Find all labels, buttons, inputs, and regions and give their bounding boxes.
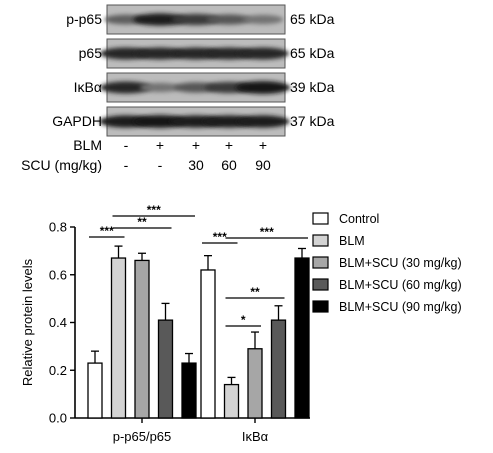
blot-band bbox=[171, 13, 221, 26]
treatment-label: BLM bbox=[73, 137, 102, 153]
legend-label: BLM+SCU (90 mg/kg) bbox=[339, 300, 462, 314]
bar bbox=[223, 383, 240, 419]
significance-label: *** bbox=[213, 230, 227, 244]
y-tick-label: 0.4 bbox=[49, 315, 67, 330]
treatment-value: 30 bbox=[188, 157, 204, 173]
blot-band bbox=[133, 13, 187, 26]
legend-swatch bbox=[312, 278, 329, 291]
bar bbox=[294, 257, 310, 419]
blot-row-label: GAPDH bbox=[52, 113, 102, 129]
blot-row-label: IκBα bbox=[74, 79, 102, 95]
blot-band bbox=[139, 82, 181, 93]
bar bbox=[247, 348, 263, 419]
treatment-label: SCU (mg/kg) bbox=[21, 157, 102, 173]
y-tick-label: 0.6 bbox=[49, 267, 67, 282]
treatment-value: 60 bbox=[221, 157, 237, 173]
legend-swatch bbox=[312, 234, 329, 247]
blot-band bbox=[235, 81, 291, 94]
molecular-weight-label: 39 kDa bbox=[290, 79, 335, 95]
blot-band bbox=[134, 47, 186, 60]
bar bbox=[157, 319, 174, 419]
legend-label: BLM+SCU (60 mg/kg) bbox=[339, 278, 462, 292]
significance-label: ** bbox=[250, 285, 260, 299]
significance-label: *** bbox=[147, 203, 161, 217]
y-axis-label: Relative protein levels bbox=[20, 258, 35, 386]
treatment-value: + bbox=[225, 137, 233, 153]
bar bbox=[134, 259, 150, 419]
bar bbox=[270, 319, 287, 419]
legend-swatch bbox=[312, 300, 329, 313]
bar-chart: 0.0 0.2 0.4 0.6 0.8 Relative protein levels p-… bbox=[20, 203, 462, 444]
blot-band bbox=[242, 14, 284, 25]
blot-band bbox=[237, 47, 289, 60]
bar bbox=[181, 362, 197, 419]
significance-label: *** bbox=[100, 224, 114, 238]
significance-label: ** bbox=[137, 215, 147, 229]
treatment-value: + bbox=[192, 137, 200, 153]
western-blot-panel: p-p65 65 kDa p65 65 kDa IκBα 39 kDa GAPDH 37 kD… bbox=[21, 4, 335, 173]
treatment-value: - bbox=[158, 157, 163, 173]
significance-label: * bbox=[241, 313, 246, 327]
y-tick-label: 0.0 bbox=[49, 411, 67, 426]
molecular-weight-label: 65 kDa bbox=[290, 45, 335, 61]
blot-row-label: p65 bbox=[79, 45, 103, 61]
blot-row-label: p-p65 bbox=[66, 11, 102, 27]
treatment-value: - bbox=[124, 157, 129, 173]
blot-band bbox=[236, 115, 290, 128]
blot-band bbox=[100, 81, 152, 94]
molecular-weight-label: 37 kDa bbox=[290, 113, 335, 129]
legend-label: Control bbox=[339, 212, 379, 226]
x-tick-label: IκBα bbox=[242, 429, 269, 444]
bar bbox=[200, 269, 216, 419]
y-tick-label: 0.8 bbox=[49, 220, 67, 235]
treatment-value: + bbox=[156, 137, 164, 153]
bar bbox=[110, 257, 127, 419]
legend-swatch bbox=[312, 256, 329, 269]
treatment-value: + bbox=[259, 137, 267, 153]
treatment-value: - bbox=[124, 137, 129, 153]
blot-band bbox=[206, 14, 252, 25]
bar bbox=[87, 362, 103, 419]
treatment-value: 90 bbox=[255, 157, 271, 173]
legend-swatch bbox=[312, 212, 329, 225]
x-tick-label: p-p65/p65 bbox=[113, 429, 172, 444]
molecular-weight-label: 65 kDa bbox=[290, 11, 335, 27]
y-tick-label: 0.2 bbox=[49, 363, 67, 378]
legend-label: BLM bbox=[339, 234, 365, 248]
significance-label: *** bbox=[260, 225, 274, 239]
legend-label: BLM+SCU (30 mg/kg) bbox=[339, 256, 462, 270]
